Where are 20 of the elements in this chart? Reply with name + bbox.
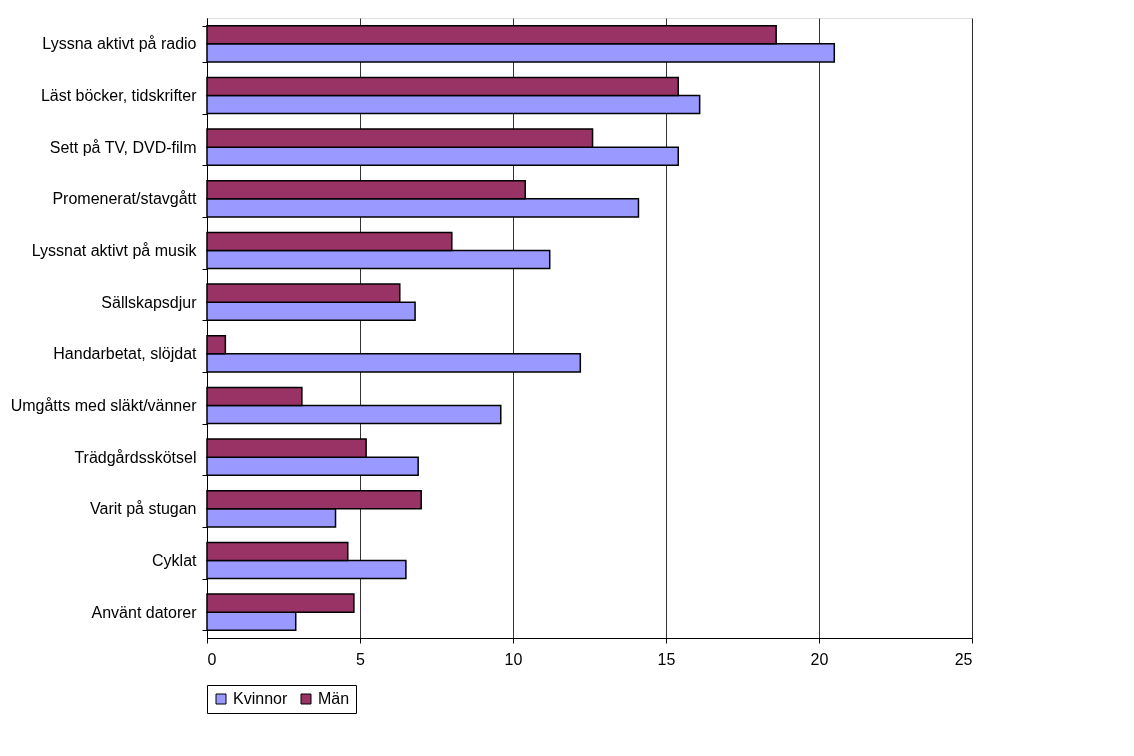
y-tick-label: Varit på stugan	[90, 500, 197, 518]
y-tick-label: Använt datorer	[91, 603, 198, 621]
y-tick-label: Läst böcker, tidskrifter	[40, 87, 198, 104]
y-tick-label: Sällskapsdjur	[101, 293, 198, 311]
legend-label: Kvinnor	[233, 690, 288, 707]
x-tick-label: 0	[207, 650, 217, 668]
y-tick-label: Handarbetat, slöjdat	[53, 345, 198, 363]
x-tick-label: 25	[954, 650, 973, 668]
y-tick-label: Promenerat/stavgått	[52, 190, 198, 208]
x-tick-label: 20	[810, 650, 829, 668]
y-tick-label: Lyssnat aktivt på musik	[31, 242, 198, 259]
y-tick-label: Lyssna aktivt på radio	[42, 35, 197, 53]
y-tick-label: Umgåtts med släkt/vänner	[10, 397, 198, 414]
y-tick-label: Sett på TV, DVD-film	[49, 138, 197, 156]
x-tick-label: 5	[356, 650, 366, 668]
y-tick-label: Cyklat	[152, 552, 198, 569]
legend-label: Män	[318, 690, 350, 707]
x-tick-label: 15	[657, 650, 676, 668]
y-tick-label: Trädgårdsskötsel	[74, 448, 197, 466]
x-tick-label: 10	[504, 650, 523, 668]
